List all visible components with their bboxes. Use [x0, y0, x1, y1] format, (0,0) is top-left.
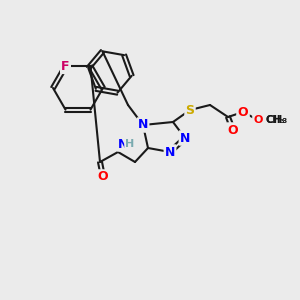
Text: O: O	[253, 115, 263, 125]
Text: O: O	[238, 106, 248, 118]
Text: N: N	[118, 137, 128, 151]
Text: N: N	[180, 131, 190, 145]
Text: N: N	[138, 118, 148, 131]
Text: CH₃: CH₃	[266, 115, 286, 125]
Text: S: S	[185, 103, 194, 116]
Text: CH₃: CH₃	[266, 115, 288, 125]
Text: O: O	[98, 170, 108, 184]
Text: F: F	[61, 60, 70, 73]
Text: H: H	[125, 139, 135, 149]
Text: N: N	[165, 146, 175, 158]
Text: O: O	[228, 124, 238, 136]
Text: O: O	[238, 106, 248, 118]
